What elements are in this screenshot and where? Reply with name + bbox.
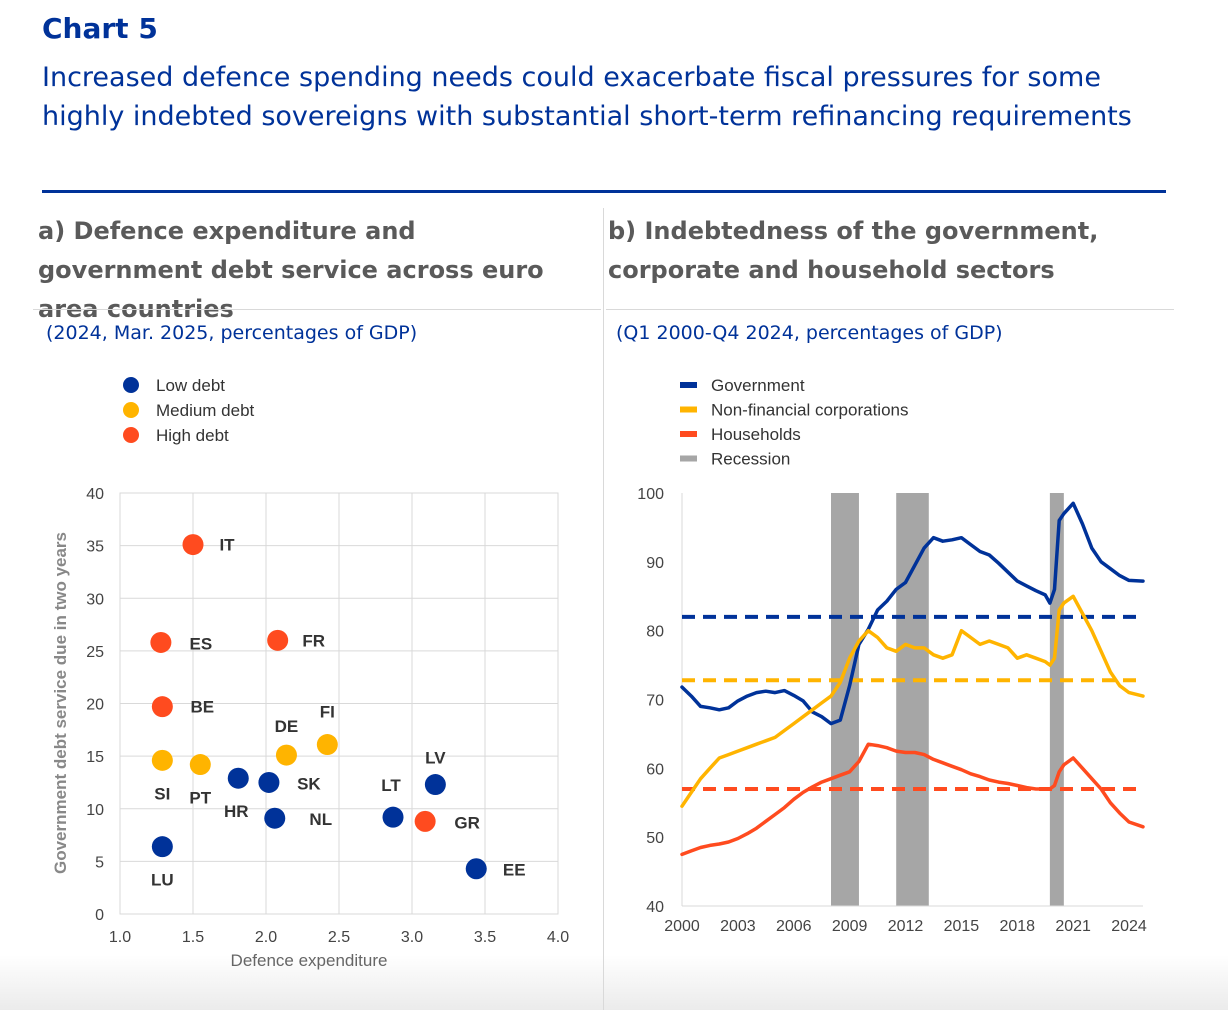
- line-y-tick-label: 80: [646, 624, 664, 641]
- legend-marker-medium-debt: [123, 402, 139, 418]
- line-legend-label-2: Non-financial corporations: [711, 401, 909, 420]
- scatter-point-gr: [414, 810, 436, 832]
- line-y-tick-label: 60: [646, 761, 664, 778]
- panel-a-title: a) Defence expenditure and government de…: [38, 217, 544, 323]
- scatter-point-label-sk: SK: [297, 774, 321, 793]
- scatter-x-tick-label: 2.0: [255, 929, 277, 946]
- line-x-tick-label: 2021: [1055, 918, 1091, 935]
- scatter-point-label-lv: LV: [425, 749, 446, 768]
- scatter-y-tick-label: 35: [86, 539, 104, 556]
- scatter-y-tick-label: 10: [86, 802, 104, 819]
- line-x-tick-label: 2009: [832, 918, 868, 935]
- line-legend-swatch-2: [680, 406, 697, 413]
- scatter-y-tick-label: 25: [86, 644, 104, 661]
- scatter-x-axis-label: Defence expenditure: [231, 951, 388, 970]
- scatter-y-tick-label: 5: [95, 854, 104, 871]
- scatter-point-hr: [227, 767, 249, 789]
- scatter-point-label-de: DE: [275, 717, 299, 736]
- line-legend-label-4: Recession: [711, 450, 790, 469]
- line-legend-swatch-3: [680, 431, 697, 437]
- line-chart: 40 50 60 70 80 90 100 2000 2003 2006 2009 2012 2015 2…: [637, 376, 1147, 935]
- chart-number: Chart 5: [42, 12, 158, 45]
- scatter-point-si: [151, 749, 173, 771]
- legend-label-high-debt: High debt: [156, 426, 229, 445]
- panel-b-title: b) Indebtedness of the government, corpo…: [608, 217, 1099, 284]
- scatter-point-label-it: IT: [219, 536, 235, 555]
- line-legend-swatch-4: [680, 455, 697, 462]
- scatter-plot-frame: [119, 492, 559, 915]
- scatter-point-es: [150, 631, 172, 653]
- scatter-point-label-fr: FR: [302, 631, 325, 650]
- line-legend-label-1: Government: [711, 376, 805, 395]
- line-x-tick-label: 2006: [776, 918, 812, 935]
- scatter-point-label-si: SI: [154, 784, 170, 803]
- scatter-y-tick-label: 0: [95, 907, 104, 924]
- scatter-y-tick-label: 15: [86, 749, 104, 766]
- title-rule: [42, 190, 1166, 193]
- scatter-y-tick-label: 30: [86, 591, 104, 608]
- scatter-x-tick-label: 3.5: [474, 929, 496, 946]
- panel-a-divider: [33, 309, 601, 310]
- line-x-tick-label: 2018: [999, 918, 1035, 935]
- scatter-x-tick-label: 1.0: [109, 929, 131, 946]
- panel-a-subtitle: (2024, Mar. 2025, percentages of GDP): [46, 322, 418, 344]
- series-line-3: [680, 742, 1145, 857]
- scatter-point-nl: [264, 807, 286, 829]
- chart-title: Increased defence spending needs could e…: [42, 62, 1132, 132]
- line-y-tick-label: 50: [646, 830, 664, 847]
- scatter-point-label-nl: NL: [309, 810, 332, 829]
- scatter-point-label-be: BE: [191, 698, 215, 717]
- recession-band-2: [896, 493, 929, 906]
- series-line-2: [680, 594, 1145, 808]
- legend-label-medium-debt: Medium debt: [156, 401, 255, 420]
- scatter-point-label-ee: EE: [503, 861, 526, 880]
- scatter-point-fr: [267, 629, 289, 651]
- scatter-point-ee: [465, 858, 487, 880]
- scatter-y-tick-label: 40: [86, 486, 104, 503]
- scatter-point-lv: [424, 774, 446, 796]
- column-divider: [603, 208, 604, 1010]
- scatter-point-de: [275, 744, 297, 766]
- panel-b-divider: [606, 309, 1174, 310]
- panel-b-subtitle: (Q1 2000-Q4 2024, percentages of GDP): [616, 322, 1003, 344]
- scatter-point-label-lu: LU: [151, 871, 174, 890]
- scatter-x-tick-label: 1.5: [182, 929, 204, 946]
- scatter-point-lt: [382, 806, 404, 828]
- line-y-tick-label: 100: [637, 486, 664, 503]
- scatter-point-label-gr: GR: [454, 813, 480, 832]
- scatter-y-tick-label: 20: [86, 697, 104, 714]
- scatter-point-pt: [189, 754, 211, 776]
- scatter-point-label-hr: HR: [224, 802, 249, 821]
- scatter-y-axis-label: Government debt service due in two years: [51, 532, 70, 874]
- line-x-tick-label: 2000: [664, 918, 700, 935]
- legend-marker-low-debt: [123, 377, 139, 393]
- scatter-x-tick-label: 3.0: [401, 929, 423, 946]
- line-legend-swatch-1: [680, 382, 697, 388]
- scatter-point-be: [151, 696, 173, 718]
- scatter-point-label-lt: LT: [381, 776, 401, 795]
- scatter-point-label-fi: FI: [320, 703, 335, 722]
- line-y-tick-label: 90: [646, 555, 664, 572]
- series-line-1: [680, 501, 1145, 726]
- line-legend-label-3: Households: [711, 425, 801, 444]
- line-x-tick-label: 2003: [720, 918, 756, 935]
- legend-marker-high-debt: [123, 427, 139, 443]
- line-x-tick-label: 2024: [1111, 918, 1147, 935]
- scatter-point-label-pt: PT: [189, 789, 211, 808]
- line-y-tick-label: 40: [646, 899, 664, 916]
- scatter-point-fi: [316, 734, 338, 756]
- scatter-chart: 1.0 1.5 2.0 2.5 3.0 3.5 4.0 0 5 10 15 20 25 30 35 40 Def…: [51, 376, 569, 970]
- scatter-x-tick-label: 4.0: [547, 929, 569, 946]
- legend-label-low-debt: Low debt: [156, 376, 225, 395]
- scatter-point-lu: [151, 836, 173, 858]
- line-y-tick-label: 70: [646, 693, 664, 710]
- scatter-x-tick-label: 2.5: [328, 929, 350, 946]
- scatter-point-it: [182, 534, 204, 556]
- line-x-tick-label: 2015: [944, 918, 980, 935]
- scatter-point-sk: [258, 771, 280, 793]
- line-x-tick-label: 2012: [888, 918, 924, 935]
- scatter-point-label-es: ES: [190, 634, 213, 653]
